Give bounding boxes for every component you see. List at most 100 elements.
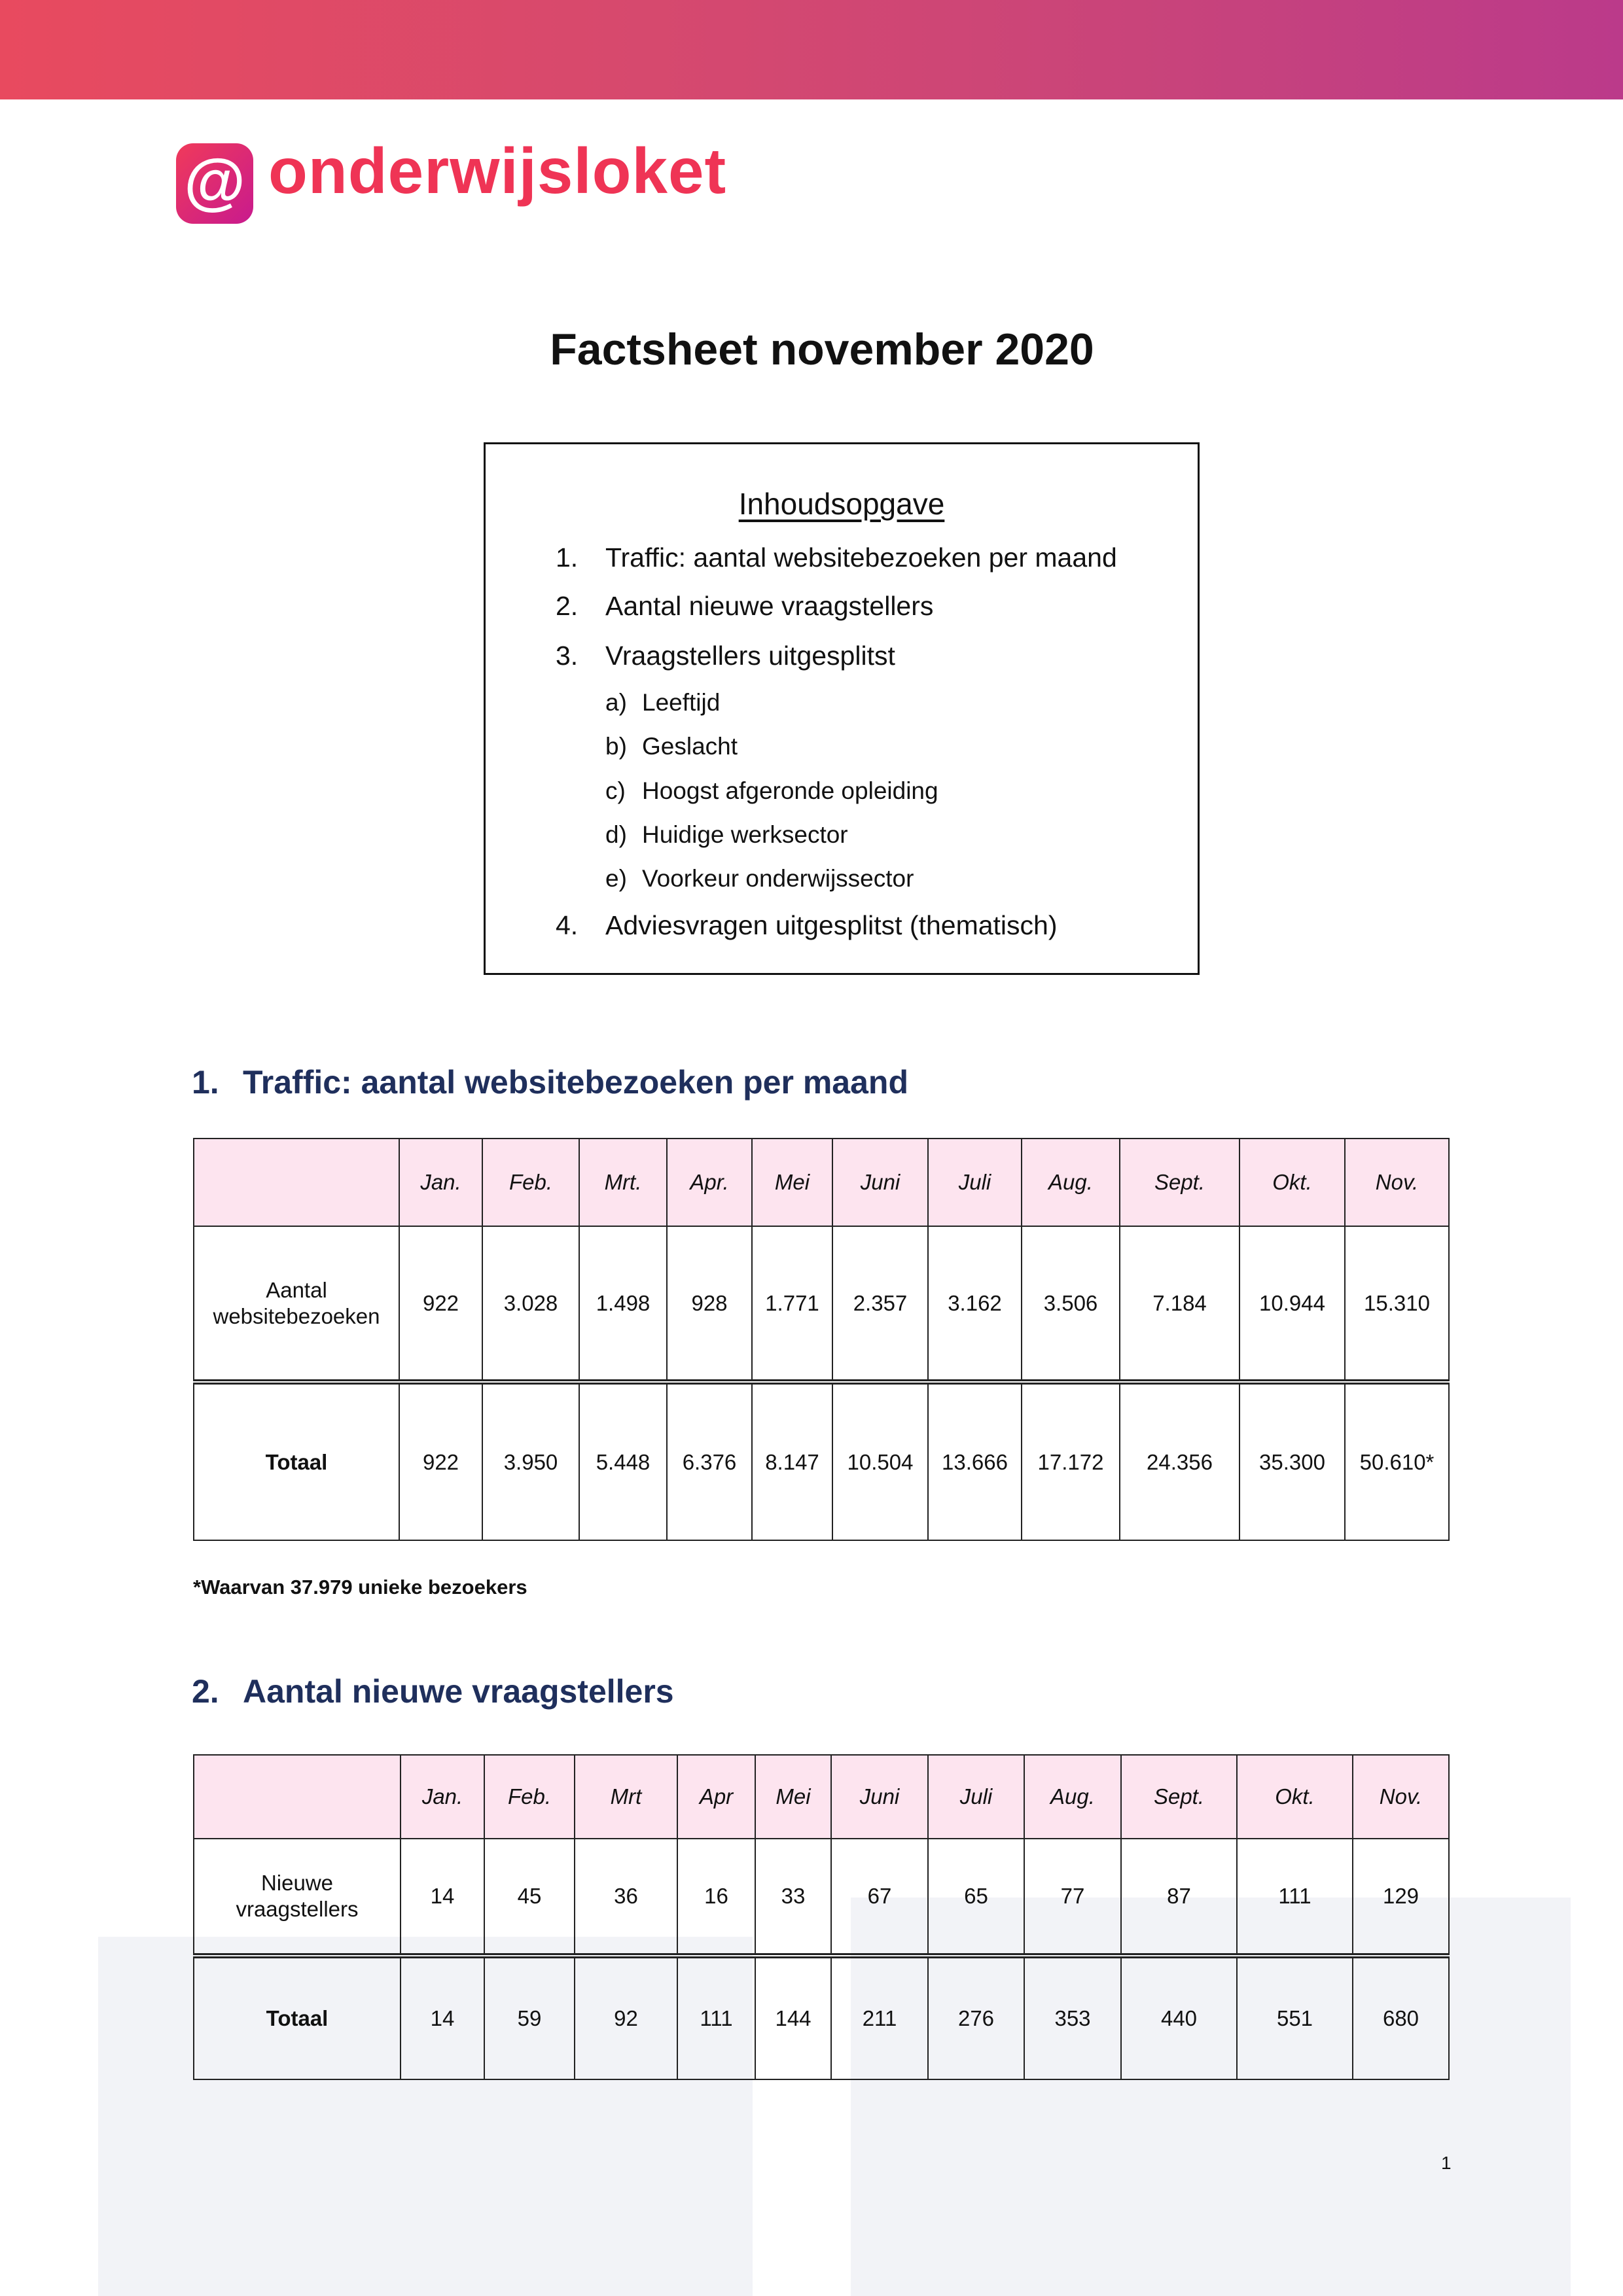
month-header: Jan. (400, 1754, 485, 1839)
section-number: 2. (192, 1673, 219, 1710)
toc-subitem-label: Huidige werksector (642, 821, 848, 848)
table-row-total: Totaal 14 59 92 111 144 211 276 353 440 551 680 (193, 1953, 1450, 2080)
value-cell: 680 (1352, 1953, 1450, 2080)
value-cell: 3.028 (482, 1226, 580, 1383)
month-header: Mrt. (579, 1138, 668, 1227)
toc-subitem-label: Leeftijd (642, 689, 721, 716)
section-title: Traffic: aantal websitebezoeken per maan… (243, 1064, 908, 1101)
value-cell: 8.147 (751, 1379, 833, 1541)
toc-subitem: a) Leeftijd (605, 689, 720, 716)
value-cell: 6.376 (666, 1379, 753, 1541)
toc-item-number: 1. (556, 542, 579, 573)
value-cell: 65 (927, 1838, 1025, 1956)
month-header: Feb. (482, 1138, 580, 1227)
row-label: Totaal (193, 1379, 400, 1541)
month-header: Mei (751, 1138, 833, 1227)
toc-item-number: 2. (556, 591, 579, 621)
value-cell: 33 (755, 1838, 832, 1956)
month-header: Aug. (1021, 1138, 1120, 1227)
footnote: *Waarvan 37.979 unieke bezoekers (193, 1576, 527, 1598)
month-header: Juni (830, 1754, 929, 1839)
toc-item-label: Aantal nieuwe vraagstellers (605, 591, 934, 621)
header-gradient-bar (0, 0, 1623, 99)
table-row-total: Totaal 922 3.950 5.448 6.376 8.147 10.504 13.66… (193, 1379, 1450, 1541)
toc-item-label: Adviesvragen uitgesplitst (thematisch) (605, 910, 1058, 940)
value-cell: 551 (1236, 1953, 1353, 2080)
value-cell: 36 (574, 1838, 678, 1956)
toc-subitem-letter: a) (605, 689, 627, 716)
month-header: Okt. (1236, 1754, 1353, 1839)
month-header: Juni (832, 1138, 929, 1227)
month-header: Feb. (484, 1754, 575, 1839)
toc-subitem-label: Hoogst afgeronde opleiding (642, 777, 938, 804)
month-header: Mrt (574, 1754, 678, 1839)
toc-subitem-label: Voorkeur onderwijssector (642, 865, 914, 892)
month-header: Aug. (1024, 1754, 1122, 1839)
value-cell: 129 (1352, 1838, 1450, 1956)
value-cell: 10.504 (832, 1379, 929, 1541)
toc-subitem: e) Voorkeur onderwijssector (605, 865, 914, 892)
toc-subitem: b) Geslacht (605, 733, 738, 760)
section-heading-new-askers: 2. Aantal nieuwe vraagstellers (192, 1672, 674, 1710)
month-header: Nov. (1352, 1754, 1450, 1839)
value-cell: 3.950 (482, 1379, 580, 1541)
toc-title: Inhoudsopgave (738, 487, 945, 521)
value-cell: 67 (830, 1838, 929, 1956)
new-askers-table: Jan. Feb. Mrt Apr Mei Juni Juli Aug. Sept. Okt. No… (193, 1754, 1450, 2080)
value-cell: 50.610* (1344, 1379, 1450, 1541)
section-title: Aantal nieuwe vraagstellers (243, 1673, 674, 1710)
month-header: Juli (927, 1138, 1022, 1227)
value-cell: 16 (677, 1838, 756, 1956)
toc-subitem-letter: c) (605, 777, 626, 804)
value-cell: 10.944 (1239, 1226, 1346, 1383)
value-cell: 111 (677, 1953, 756, 2080)
month-header: Juli (927, 1754, 1025, 1839)
value-cell: 922 (399, 1379, 483, 1541)
month-header: Sept. (1119, 1138, 1240, 1227)
month-header: Apr. (666, 1138, 753, 1227)
month-header: Nov. (1344, 1138, 1450, 1227)
toc-subitem: c) Hoogst afgeronde opleiding (605, 777, 938, 805)
page-title: Factsheet november 2020 (550, 325, 1094, 374)
value-cell: 3.162 (927, 1226, 1022, 1383)
value-cell: 45 (484, 1838, 575, 1956)
value-cell: 24.356 (1119, 1379, 1240, 1541)
toc-subitem-letter: b) (605, 733, 627, 760)
value-cell: 17.172 (1021, 1379, 1120, 1541)
value-cell: 13.666 (927, 1379, 1022, 1541)
value-cell: 922 (399, 1226, 483, 1383)
toc-item-label: Vraagstellers uitgesplitst (605, 641, 895, 671)
month-header: Mei (755, 1754, 832, 1839)
value-cell: 92 (574, 1953, 678, 2080)
value-cell: 14 (400, 1953, 485, 2080)
value-cell: 77 (1024, 1838, 1122, 1956)
value-cell: 15.310 (1344, 1226, 1450, 1383)
value-cell: 5.448 (579, 1379, 668, 1541)
value-cell: 1.498 (579, 1226, 668, 1383)
toc-subitem-letter: d) (605, 821, 627, 848)
toc-item-number: 4. (556, 910, 579, 940)
value-cell: 2.357 (832, 1226, 929, 1383)
section-heading-traffic: 1. Traffic: aantal websitebezoeken per ma… (192, 1063, 908, 1101)
traffic-table: Jan. Feb. Mrt. Apr. Mei Juni Juli Aug. Sept. Okt.… (193, 1138, 1450, 1541)
table-header-row: Jan. Feb. Mrt. Apr. Mei Juni Juli Aug. Sept. Okt.… (193, 1138, 1450, 1227)
table-row: Aantal websitebezoeken 922 3.028 1.498 928 1.7… (193, 1226, 1450, 1383)
onderwijsloket-logo-icon: @ (176, 143, 253, 224)
table-row: Nieuwe vraagstellers 14 45 36 16 33 67 65 77 87 111… (193, 1838, 1450, 1956)
toc-item-number: 3. (556, 641, 579, 671)
table-header-row: Jan. Feb. Mrt Apr Mei Juni Juli Aug. Sept. Okt. No… (193, 1754, 1450, 1839)
value-cell: 211 (830, 1953, 929, 2080)
table-of-contents: Inhoudsopgave 1. Traffic: aantal websiteb… (484, 442, 1200, 975)
value-cell: 14 (400, 1838, 485, 1956)
header-corner-cell (193, 1754, 401, 1839)
header-corner-cell (193, 1138, 400, 1227)
value-cell: 276 (927, 1953, 1025, 2080)
brand-logo-text: onderwijsloket (268, 135, 727, 207)
value-cell: 7.184 (1119, 1226, 1240, 1383)
row-label: Nieuwe vraagstellers (193, 1838, 401, 1956)
month-header: Sept. (1120, 1754, 1238, 1839)
month-header: Jan. (399, 1138, 483, 1227)
value-cell: 59 (484, 1953, 575, 2080)
value-cell: 87 (1120, 1838, 1238, 1956)
value-cell: 440 (1120, 1953, 1238, 2080)
